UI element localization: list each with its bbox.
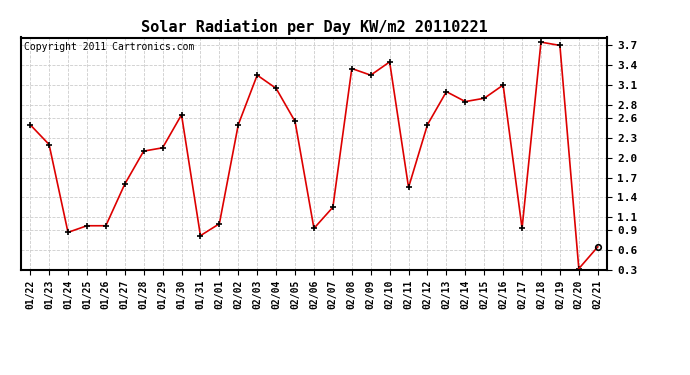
Text: Copyright 2011 Cartronics.com: Copyright 2011 Cartronics.com [23, 42, 194, 52]
Title: Solar Radiation per Day KW/m2 20110221: Solar Radiation per Day KW/m2 20110221 [141, 19, 487, 35]
